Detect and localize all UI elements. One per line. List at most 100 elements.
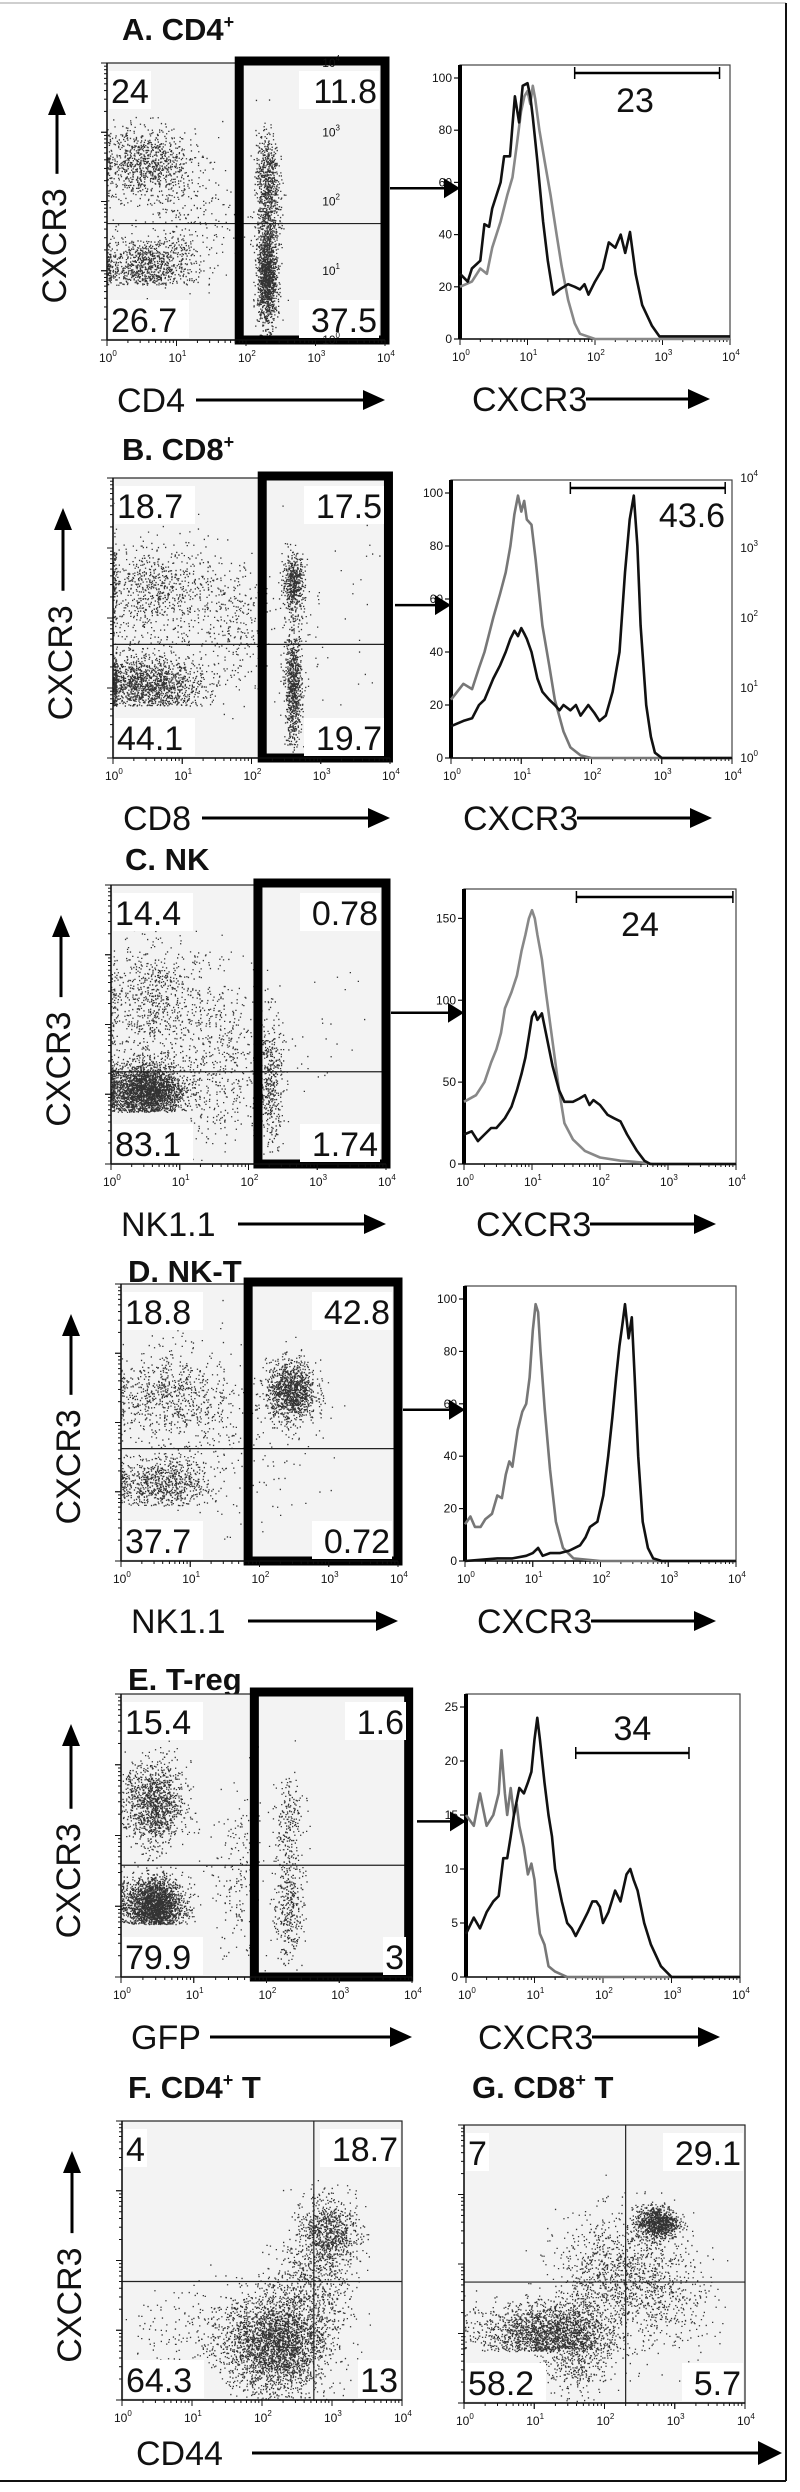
quadrant-value-lower-right: 37.5 [311, 302, 377, 340]
quadrant-value-upper-right: 11.8 [313, 73, 377, 111]
arrow-right-icon [698, 2027, 720, 2047]
scatter-plot: 14.40.7883.11.74100101102103104100101102… [103, 878, 396, 1189]
tick-label: 103 [322, 123, 340, 139]
tick-label: 104 [722, 348, 740, 364]
tick-label: 103 [654, 767, 672, 783]
tick-label: 100 [456, 1173, 474, 1189]
control-curve [449, 494, 732, 760]
scatter-plot: 418.764.31310010110210310410010110210310… [114, 2120, 412, 2425]
tick-label: 100 [113, 1570, 131, 1586]
tick-label: 102 [252, 1570, 270, 1586]
quadrant-value-upper-right: 17.5 [316, 488, 382, 526]
arrow-right-icon [435, 595, 451, 616]
arrow-right-icon [363, 390, 385, 410]
arrow-right-icon [444, 178, 460, 199]
svg-text:CXCR3: CXCR3 [51, 2248, 89, 2363]
arrow-up-icon [63, 2151, 81, 2173]
histogram-plot: 051015202510010110210310434CXCR3 [417, 1693, 750, 2057]
quadrant-label-bg [124, 2129, 147, 2167]
y-tick-label: 100 [432, 71, 452, 85]
quadrant-label-bg [113, 1124, 193, 1162]
panel-title: B. CD8+ [122, 432, 234, 467]
arrow-right-icon [390, 2027, 412, 2047]
y-axis-label: CXCR3 [36, 93, 74, 303]
quadrant-value-lower-right: 13 [360, 2362, 398, 2400]
panel-e: E. T-reg15.41.679.9310010110210310410010… [50, 1662, 750, 2057]
quadrant-value-upper-right: 29.1 [675, 2135, 741, 2173]
gated-curve [464, 1302, 736, 1563]
arrow-right-icon [449, 1399, 465, 1420]
plot-area [106, 62, 386, 341]
quadrant-label-bg [299, 71, 379, 109]
tick-label: 101 [524, 1173, 542, 1189]
tick-label: 103 [308, 349, 326, 365]
tick-label: 101 [169, 349, 187, 365]
plot-area [463, 888, 737, 1165]
panel-title: E. T-reg [128, 1662, 242, 1697]
y-tick-label: 80 [430, 539, 444, 553]
panel-c: C. NK 14.4 0.78 83.1 1.74 100 101 102 103 104 100 1… [40, 842, 746, 1244]
tick-label: 100 [456, 2412, 474, 2428]
plot-area [459, 64, 731, 340]
gated-curve [464, 1716, 740, 1979]
tick-label: 104 [724, 767, 742, 783]
arrow-right-icon [694, 1214, 716, 1234]
quadrant-label-bg [663, 2133, 743, 2171]
quadrant-label-bg [109, 300, 189, 338]
y-tick-label: 100 [436, 993, 456, 1007]
quadrant-value-upper-left: 4 [126, 2131, 145, 2169]
arrow-right-icon [368, 808, 390, 828]
quadrant-value-lower-left: 37.7 [125, 1523, 191, 1561]
quadrant-value-upper-right: 18.7 [332, 2131, 398, 2169]
positive-percent-label: 34 [613, 1710, 651, 1748]
svg-text:CXCR3: CXCR3 [40, 1012, 78, 1127]
tick-label: 102 [587, 348, 605, 364]
quadrant-label-bg [304, 486, 384, 524]
arrow-right-icon [690, 808, 712, 828]
arrow-right-icon [448, 1002, 464, 1023]
svg-text:CXCR3: CXCR3 [36, 188, 74, 303]
quadrant-value-upper-left: 24 [111, 73, 149, 111]
arrow-right-icon [694, 1611, 716, 1631]
svg-text:CXCR3: CXCR3 [50, 1823, 88, 1938]
tick-label: 102 [592, 1173, 610, 1189]
y-tick-label: 50 [443, 1075, 457, 1089]
quadrant-value-lower-left: 58.2 [468, 2365, 534, 2403]
quadrant-label-bg [115, 718, 195, 756]
quadrant-label-bg [113, 893, 193, 931]
quadrant-label-bg [123, 1292, 203, 1330]
panel-title: F. CD4+ T [128, 2070, 261, 2105]
tick-label: 101 [526, 2412, 544, 2428]
x-axis-label: NK1.1 [121, 1206, 386, 1244]
tick-label: 102 [241, 1173, 259, 1189]
y-tick-label: 0 [445, 332, 452, 346]
quadrant-label-bg [109, 71, 151, 109]
positive-percent-label: 43.6 [659, 497, 725, 535]
quadrant-label-bg [300, 893, 380, 931]
y-tick-label: 100 [437, 1292, 457, 1306]
arrow-up-icon [62, 1724, 80, 1746]
control-curve [463, 908, 736, 1166]
tick-label: 104 [737, 2412, 755, 2428]
y-axis-label: CXCR3 [50, 1724, 88, 1938]
quadrant-label-bg [466, 2363, 546, 2401]
tick-label: 104 [394, 2409, 412, 2425]
tick-label: 101 [740, 679, 758, 695]
tick-label: 102 [597, 2412, 615, 2428]
tick-label: 103 [331, 1986, 349, 2002]
quadrant-value-lower-right: 3 [385, 1939, 404, 1977]
quadrant-label-bg [682, 2363, 743, 2401]
svg-text:CD44: CD44 [136, 2435, 223, 2473]
x-axis-label: NK1.1 [131, 1603, 398, 1641]
plot-area [110, 884, 387, 1165]
event-dots [464, 2174, 729, 2404]
quadrant-label-bg [123, 1702, 203, 1740]
arrow-right-icon [758, 2441, 782, 2465]
tick-label: 101 [520, 348, 538, 364]
quadrant-label-bg [383, 1937, 406, 1975]
tick-label: 104 [390, 1570, 408, 1586]
quadrant-label-bg [358, 2360, 400, 2398]
panel-title: G. CD8+ T [472, 2070, 613, 2105]
